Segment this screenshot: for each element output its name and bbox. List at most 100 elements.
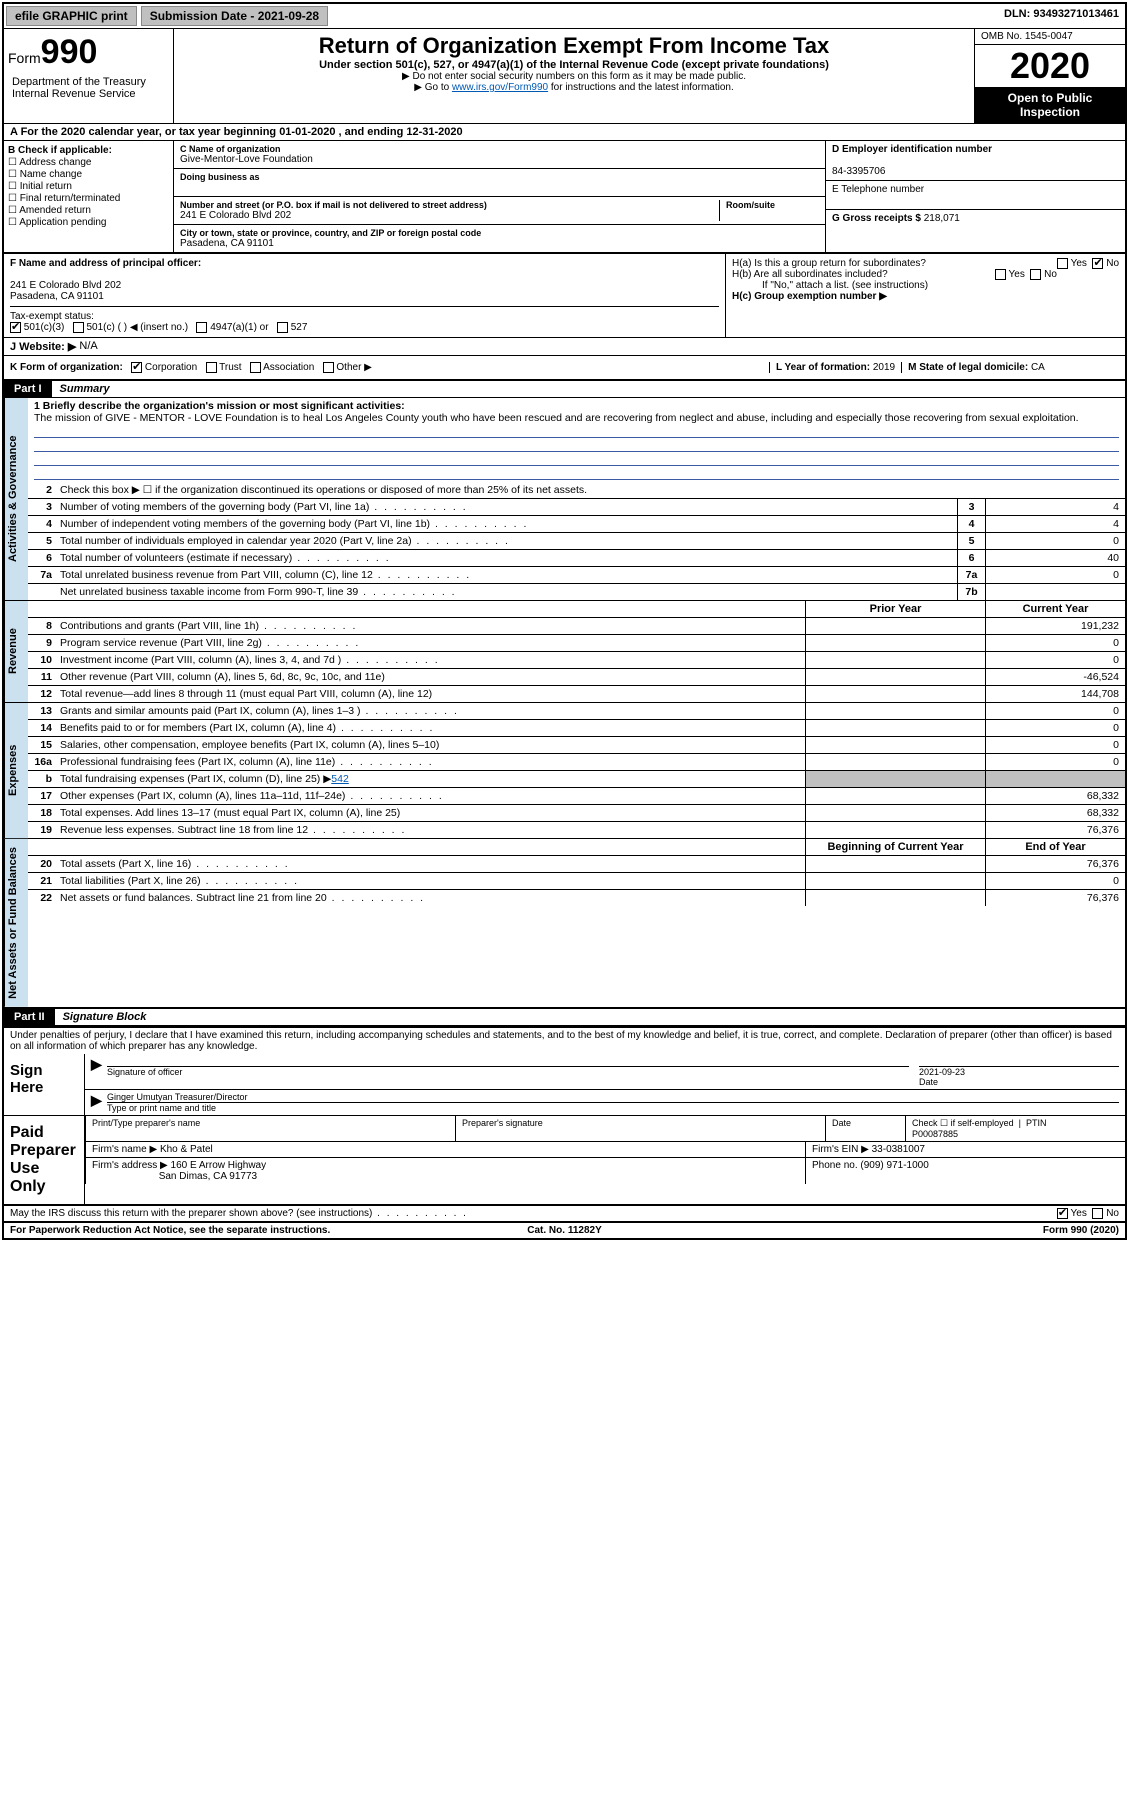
k-label: K Form of organization: (10, 362, 123, 373)
m-label: M State of legal domicile: (908, 362, 1028, 373)
corp-checkbox[interactable] (131, 362, 142, 373)
line16b: Total fundraising expenses (Part IX, col… (56, 771, 805, 787)
ein-label: D Employer identification number (832, 144, 992, 155)
line5: Total number of individuals employed in … (56, 533, 957, 549)
form-title: Return of Organization Exempt From Incom… (184, 33, 964, 59)
mission-label: 1 Briefly describe the organization's mi… (34, 400, 405, 412)
trust-checkbox[interactable] (206, 362, 217, 373)
form-subtitle: Under section 501(c), 527, or 4947(a)(1)… (184, 59, 964, 71)
footer-left: For Paperwork Reduction Act Notice, see … (10, 1225, 380, 1236)
officer-name: Ginger Umutyan Treasurer/Director (107, 1092, 248, 1102)
tax-exempt-label: Tax-exempt status: (10, 311, 94, 322)
l-value: 2019 (873, 362, 895, 373)
irs-no-checkbox[interactable] (1092, 1208, 1103, 1219)
h-b: H(b) Are all subordinates included? Yes … (732, 269, 1119, 280)
firm-addr2: San Dimas, CA 91773 (159, 1171, 257, 1182)
h-a: H(a) Is this a group return for subordin… (732, 258, 1119, 269)
mission-text: The mission of GIVE - MENTOR - LOVE Foun… (34, 412, 1079, 424)
527-checkbox[interactable] (277, 322, 288, 333)
val21: 0 (985, 873, 1125, 889)
boy-hdr: Beginning of Current Year (805, 839, 985, 855)
part1-title: Summary (52, 381, 118, 397)
val8: 191,232 (985, 618, 1125, 634)
h-b-note: If "No," attach a list. (see instruction… (732, 280, 1119, 291)
dba-label: Doing business as (180, 172, 819, 182)
val14: 0 (985, 720, 1125, 736)
org-city: Pasadena, CA 91101 (180, 238, 819, 249)
website-label: J Website: ▶ (10, 340, 76, 353)
val19: 76,376 (985, 822, 1125, 838)
firm-addr-label: Firm's address ▶ (92, 1160, 168, 1171)
assoc-checkbox[interactable] (250, 362, 261, 373)
row-a-tax-year: A For the 2020 calendar year, or tax yea… (4, 124, 1125, 141)
val3: 4 (985, 499, 1125, 515)
firm-phone: (909) 971-1000 (860, 1160, 928, 1171)
prep-name-hdr: Print/Type preparer's name (85, 1116, 455, 1142)
city-label: City or town, state or province, country… (180, 228, 819, 238)
val16a: 0 (985, 754, 1125, 770)
line14: Benefits paid to or for members (Part IX… (56, 720, 805, 736)
4947-checkbox[interactable] (196, 322, 207, 333)
gross-receipts-label: G Gross receipts $ (832, 213, 921, 224)
firm-ein: 33-0381007 (872, 1144, 925, 1155)
note-ssn: ▶ Do not enter social security numbers o… (184, 71, 964, 82)
irs-yes-checkbox[interactable] (1057, 1208, 1068, 1219)
val6: 40 (985, 550, 1125, 566)
val22: 76,376 (985, 890, 1125, 906)
website-value: N/A (79, 340, 97, 353)
part2-header: Part II (4, 1009, 55, 1025)
c-name-label: C Name of organization (180, 144, 819, 154)
sig-declaration: Under penalties of perjury, I declare th… (4, 1028, 1125, 1054)
form-header: Form990 Department of the Treasury Inter… (4, 29, 1125, 124)
omb-number: OMB No. 1545-0047 (975, 29, 1125, 45)
val20: 76,376 (985, 856, 1125, 872)
paid-preparer-label: Paid Preparer Use Only (4, 1116, 84, 1204)
footer-center: Cat. No. 11282Y (380, 1225, 750, 1236)
firm-ein-label: Firm's EIN ▶ (812, 1144, 869, 1155)
line17: Other expenses (Part IX, column (A), lin… (56, 788, 805, 804)
firm-name-label: Firm's name ▶ (92, 1144, 157, 1155)
current-year-hdr: Current Year (985, 601, 1125, 617)
line19: Revenue less expenses. Subtract line 18 … (56, 822, 805, 838)
tab-net-assets: Net Assets or Fund Balances (4, 839, 28, 1007)
val10: 0 (985, 652, 1125, 668)
line21: Total liabilities (Part X, line 26) (56, 873, 805, 889)
val15: 0 (985, 737, 1125, 753)
line20: Total assets (Part X, line 16) (56, 856, 805, 872)
val12: 144,708 (985, 686, 1125, 702)
line16a: Professional fundraising fees (Part IX, … (56, 754, 805, 770)
line4: Number of independent voting members of … (56, 516, 957, 532)
m-value: CA (1031, 362, 1045, 373)
efile-button[interactable]: efile GRAPHIC print (6, 6, 137, 26)
footer-right: Form 990 (2020) (749, 1225, 1119, 1236)
line11: Other revenue (Part VIII, column (A), li… (56, 669, 805, 685)
irs-link[interactable]: www.irs.gov/Form990 (452, 82, 548, 93)
gross-receipts-value: 218,071 (924, 213, 960, 224)
val11: -46,524 (985, 669, 1125, 685)
line12: Total revenue—add lines 8 through 11 (mu… (56, 686, 805, 702)
val9: 0 (985, 635, 1125, 651)
firm-phone-label: Phone no. (812, 1160, 858, 1171)
tab-expenses: Expenses (4, 703, 28, 838)
other-checkbox[interactable] (323, 362, 334, 373)
501c-checkbox[interactable] (73, 322, 84, 333)
submission-date-button[interactable]: Submission Date - 2021-09-28 (141, 6, 328, 26)
line15: Salaries, other compensation, employee b… (56, 737, 805, 753)
line7a: Total unrelated business revenue from Pa… (56, 567, 957, 583)
line3: Number of voting members of the governin… (56, 499, 957, 515)
top-bar: efile GRAPHIC print Submission Date - 20… (4, 4, 1125, 29)
dept-label: Department of the Treasury Internal Reve… (8, 72, 169, 104)
self-emp-label: Check ☐ if self-employed (912, 1118, 1014, 1128)
sig-officer-label: Signature of officer (107, 1067, 182, 1077)
line8: Contributions and grants (Part VIII, lin… (56, 618, 805, 634)
section-b: B Check if applicable: ☐ Address change … (4, 141, 174, 252)
l-label: L Year of formation: (776, 362, 870, 373)
eoy-hdr: End of Year (985, 839, 1125, 855)
prep-sig-hdr: Preparer's signature (455, 1116, 825, 1142)
501c3-checkbox[interactable] (10, 322, 21, 333)
room-label: Room/suite (726, 200, 819, 210)
val17: 68,332 (985, 788, 1125, 804)
name-title-label: Type or print name and title (107, 1102, 1119, 1113)
prep-date-hdr: Date (825, 1116, 905, 1142)
tab-governance: Activities & Governance (4, 398, 28, 600)
